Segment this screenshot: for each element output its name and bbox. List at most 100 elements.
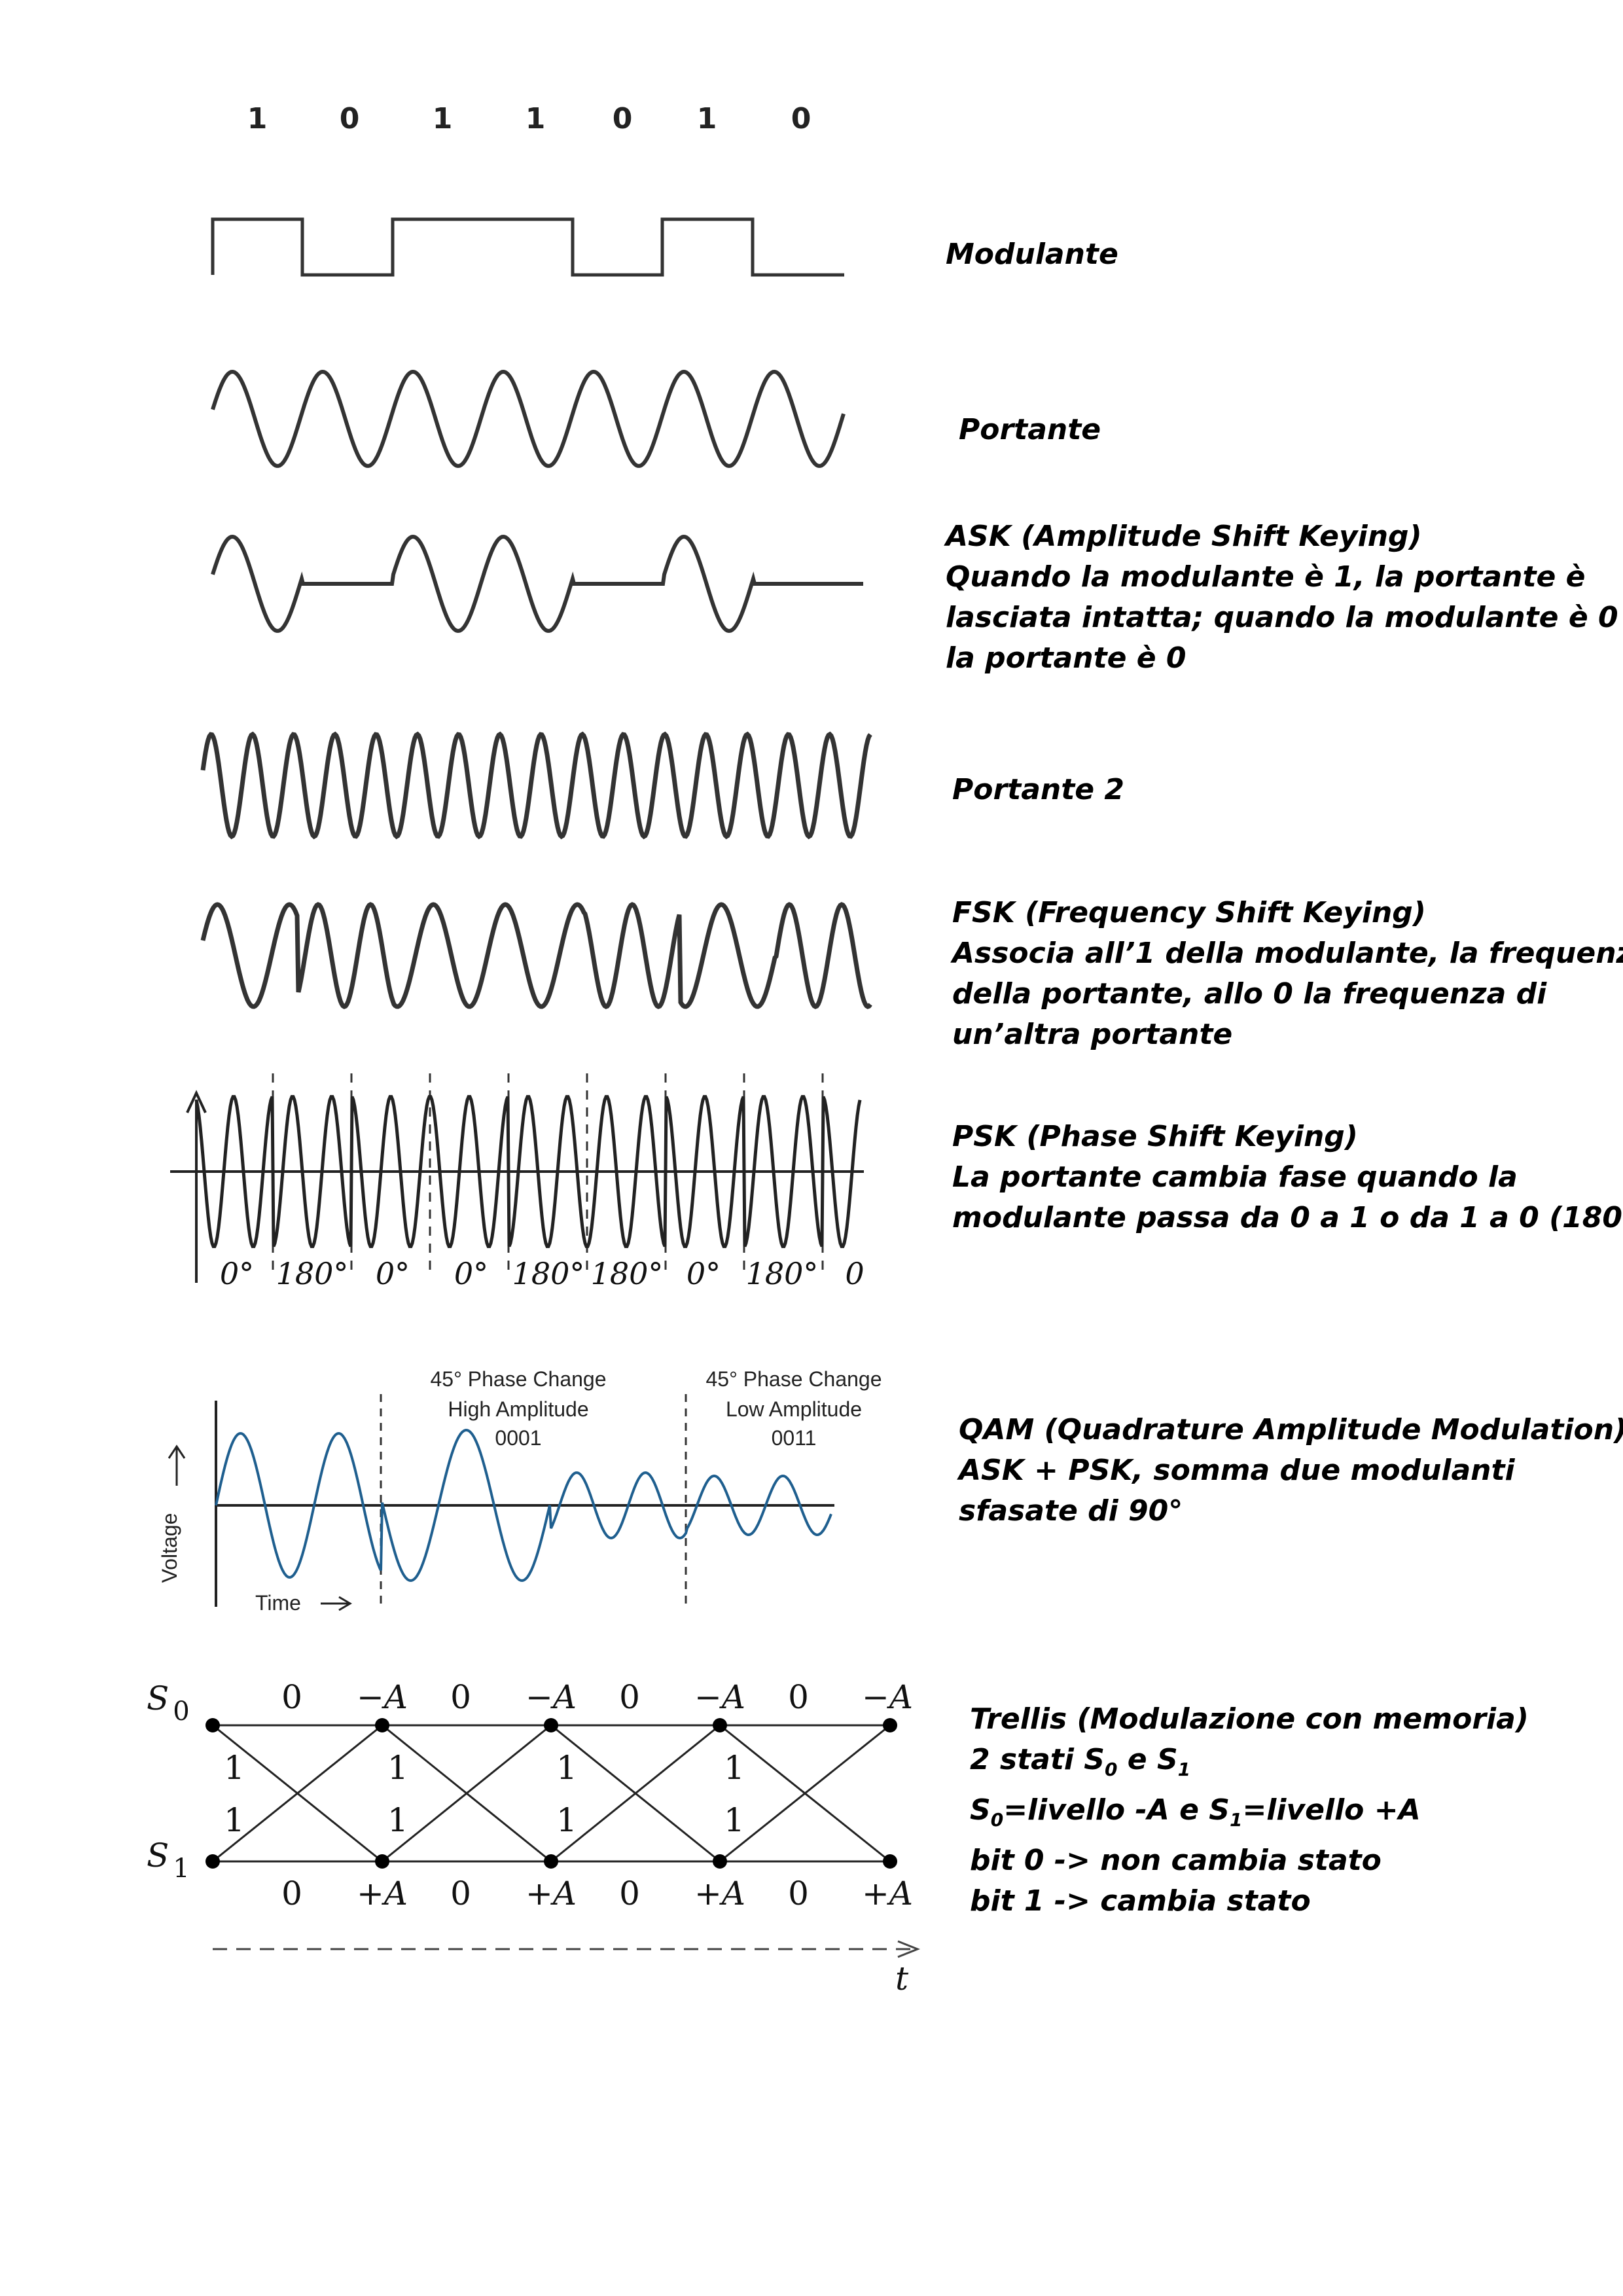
caption-text: S bbox=[1156, 1743, 1178, 1776]
psk-phase-label: 180° bbox=[591, 1256, 664, 1291]
caption-subscript: 1 bbox=[1229, 1808, 1243, 1831]
trellis-one-label: 1 bbox=[224, 1749, 245, 1787]
trellis-transition bbox=[719, 1724, 891, 1863]
psk-phase-label: 180° bbox=[512, 1256, 585, 1291]
qam-x-arrow-icon bbox=[321, 1596, 352, 1611]
caption-subscript: 0 bbox=[1104, 1758, 1118, 1780]
trellis-one-label: 1 bbox=[387, 1749, 408, 1787]
bit-label: 1 bbox=[526, 102, 546, 135]
psk-phase-label: 0 bbox=[845, 1256, 864, 1291]
trellis-bottom-label: 0 bbox=[450, 1874, 471, 1912]
portante-wave bbox=[211, 369, 846, 468]
caption-trellis-states: 2 stati S0 e S1 bbox=[970, 1740, 1529, 1790]
caption-text: =livello -A e bbox=[1003, 1793, 1209, 1827]
trellis-transition bbox=[212, 1724, 383, 1863]
caption-line: Trellis (Modulazione con memoria) bbox=[970, 1702, 1529, 1736]
caption-portante: Portante bbox=[959, 410, 1101, 450]
caption-text: S bbox=[1209, 1793, 1230, 1827]
fsk-wave bbox=[200, 902, 872, 1009]
trellis-bottom-label: 0 bbox=[788, 1874, 809, 1912]
caption-text: e bbox=[1117, 1743, 1157, 1776]
bit-label: 1 bbox=[247, 102, 268, 135]
qam-ylabel: Voltage bbox=[158, 1513, 181, 1583]
caption-subscript: 0 bbox=[990, 1808, 1004, 1831]
caption-modulante: Modulante bbox=[946, 234, 1118, 275]
trellis-top-label: −A bbox=[694, 1678, 745, 1716]
caption-line: bit 0 -> non cambia stato bbox=[970, 1843, 1382, 1877]
psk-wave bbox=[194, 1095, 862, 1248]
caption-subscript: 1 bbox=[1177, 1758, 1191, 1780]
trellis-node bbox=[883, 1718, 897, 1732]
trellis-arrow-icon bbox=[897, 1940, 921, 1958]
psk-phase-label: 0° bbox=[220, 1256, 254, 1291]
trellis-bottom-label: +A bbox=[526, 1874, 577, 1912]
trellis-node bbox=[375, 1854, 389, 1869]
trellis-node bbox=[713, 1854, 727, 1869]
qam-change2-line2: Low Amplitude bbox=[726, 1397, 862, 1421]
caption-text: =livello +A bbox=[1242, 1793, 1421, 1827]
trellis-node bbox=[544, 1718, 558, 1732]
bit-label: 1 bbox=[433, 102, 453, 135]
caption-line: La portante cambia fase quando la bbox=[952, 1160, 1518, 1194]
caption-line: modulante passa da 0 a 1 o da 1 a 0 (180… bbox=[952, 1201, 1623, 1234]
qam-code1: 0001 bbox=[495, 1426, 541, 1450]
trellis-top-label: 0 bbox=[281, 1678, 302, 1716]
qam-change1-line1: 45° Phase Change bbox=[431, 1367, 607, 1391]
trellis-node bbox=[205, 1718, 220, 1732]
trellis-transition bbox=[550, 1724, 721, 1863]
caption-line: sfasate di 90° bbox=[959, 1494, 1183, 1528]
caption-line: Associa all’1 della modulante, la freque… bbox=[952, 937, 1623, 970]
caption-portante2: Portante 2 bbox=[952, 770, 1124, 810]
trellis-top-label: 0 bbox=[619, 1678, 640, 1716]
trellis-top-label: −A bbox=[862, 1678, 913, 1716]
caption-line: Quando la modulante è 1, la portante è bbox=[946, 560, 1586, 594]
qam-change1-line2: High Amplitude bbox=[448, 1397, 588, 1421]
caption-line: bit 1 -> cambia stato bbox=[970, 1884, 1311, 1918]
psk-arrow-icon bbox=[186, 1090, 207, 1113]
caption-line: Portante bbox=[959, 413, 1101, 446]
trellis-bottom-label: +A bbox=[357, 1874, 408, 1912]
caption-line: FSK (Frequency Shift Keying) bbox=[952, 896, 1426, 929]
psk-phase-label: 0° bbox=[454, 1256, 488, 1291]
caption-line: Portante 2 bbox=[952, 773, 1125, 806]
qam-diagram: 45° Phase Change High Amplitude 0001 45°… bbox=[158, 1367, 882, 1615]
trellis-bottom-label: 0 bbox=[281, 1874, 302, 1912]
caption-line: PSK (Phase Shift Keying) bbox=[952, 1120, 1358, 1153]
trellis-bottom-label: +A bbox=[862, 1874, 913, 1912]
caption-trellis-levels: S0=livello -A e S1=livello +A bbox=[970, 1790, 1529, 1840]
trellis-bottom-label: 0 bbox=[619, 1874, 640, 1912]
trellis-one-label: 1 bbox=[724, 1801, 745, 1839]
qam-code2: 0011 bbox=[772, 1426, 817, 1450]
caption-text: 2 stati bbox=[970, 1743, 1084, 1776]
caption-ask: ASK (Amplitude Shift Keying) Quando la m… bbox=[946, 516, 1618, 679]
trellis-one-label: 1 bbox=[224, 1801, 245, 1839]
caption-trellis: Trellis (Modulazione con memoria) 2 stat… bbox=[970, 1699, 1529, 1922]
trellis-transition bbox=[382, 1724, 552, 1863]
qam-change2-line1: 45° Phase Change bbox=[706, 1367, 882, 1391]
caption-psk: PSK (Phase Shift Keying) La portante cam… bbox=[952, 1117, 1623, 1238]
qam-xlabel: Time bbox=[255, 1591, 301, 1615]
caption-text: S bbox=[970, 1793, 991, 1827]
caption-line: ASK (Amplitude Shift Keying) bbox=[946, 520, 1422, 553]
bit-sequence: 1 0 1 1 0 1 0 bbox=[247, 102, 812, 135]
trellis-top-label: 0 bbox=[450, 1678, 471, 1716]
caption-line: la portante è 0 bbox=[946, 641, 1186, 675]
caption-line: della portante, allo 0 la frequenza di bbox=[952, 977, 1547, 1011]
trellis-node bbox=[544, 1854, 558, 1869]
trellis-time-label: t bbox=[895, 1960, 909, 1998]
bit-label: 1 bbox=[697, 102, 717, 135]
trellis-one-label: 1 bbox=[724, 1749, 745, 1787]
trellis-bottom-label: +A bbox=[694, 1874, 745, 1912]
caption-text: S bbox=[1084, 1743, 1105, 1776]
psk-phase-label: 180° bbox=[276, 1256, 349, 1291]
caption-line: Modulante bbox=[946, 238, 1118, 271]
caption-line: lasciata intatta; quando la modulante è … bbox=[946, 601, 1618, 634]
psk-phase-label: 0° bbox=[687, 1256, 721, 1291]
bit-label: 0 bbox=[340, 102, 360, 135]
bit-label: 0 bbox=[613, 102, 633, 135]
modulante-square-wave bbox=[211, 217, 844, 277]
trellis-top-label: 0 bbox=[788, 1678, 809, 1716]
